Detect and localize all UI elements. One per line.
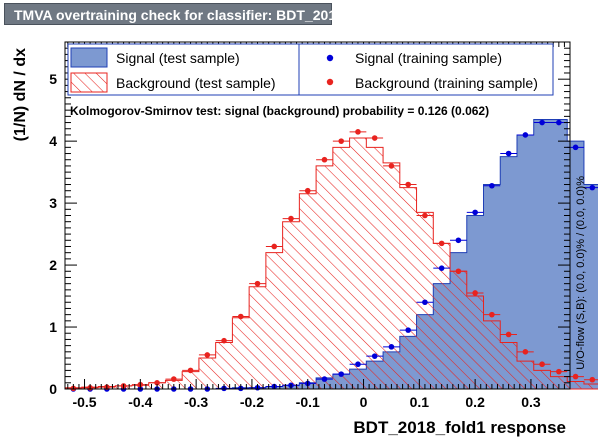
background-train-point: [187, 367, 194, 374]
legend-swatch-background-test: [70, 72, 108, 93]
background-train-point: [288, 215, 294, 222]
x-tick-label: 0.1: [410, 394, 430, 410]
background-train-point: [489, 311, 495, 318]
background-train-point: [171, 376, 177, 382]
signal-train-point: [422, 299, 428, 306]
y-axis-label: (1/N) dN / dx: [12, 48, 29, 141]
axes: -0.5 -0.4 -0.3 -0.2 -0.1 0 0.1 0.2 0.3 0 1 2 3 4 5: [49, 42, 570, 410]
signal-train-point: [355, 361, 361, 368]
signal-train-point: [572, 144, 579, 151]
legend-box-right: [298, 43, 554, 96]
x-tick-label: 0.2: [465, 394, 485, 410]
x-tick-label: -0.3: [184, 394, 208, 410]
signal-train-point: [522, 132, 529, 138]
legend: Signal (test sample) Background (test sa…: [67, 43, 554, 96]
legend-swatch-signal-test: [70, 47, 108, 68]
legend-label-background-train: Background (training sample): [355, 75, 538, 91]
title-bar: TMVA overtraining check for classifier: …: [4, 3, 385, 25]
signal-train-point: [438, 265, 445, 271]
background-train-point: [237, 313, 244, 320]
y-tick-label: 2: [49, 257, 57, 273]
background-train-point: [522, 349, 529, 355]
x-tick-label: -0.2: [240, 394, 264, 410]
legend-label-background-test: Background (test sample): [116, 75, 276, 91]
x-tick-label: -0.1: [296, 394, 320, 410]
legend-marker-signal-train: [326, 54, 334, 62]
y-tick-label: 0: [49, 381, 57, 397]
background-train-point: [271, 243, 278, 250]
x-axis-label: BDT_2018_fold1 response: [353, 418, 566, 437]
y-tick-label: 3: [49, 195, 57, 211]
legend-label-signal-test: Signal (test sample): [116, 50, 240, 66]
legend-marker-background-train: [326, 78, 334, 86]
signal-train-point: [539, 119, 545, 126]
background-train-point: [539, 361, 545, 368]
signal-train-point: [388, 344, 395, 350]
background-train-point: [371, 135, 378, 141]
signal-train-point: [455, 237, 462, 244]
background-test-area: [64, 137, 598, 390]
background-train-point: [254, 280, 261, 287]
background-train-point: [154, 380, 160, 386]
background-train-point: [505, 331, 512, 338]
signal-train-point: [489, 182, 495, 189]
background-train-point: [355, 129, 361, 135]
background-train-point: [338, 138, 345, 144]
background-train-point: [221, 337, 227, 344]
background-train-point: [388, 163, 395, 169]
x-tick-label: -0.4: [128, 394, 152, 410]
background-test-histogram: [64, 137, 598, 390]
background-train-point: [422, 212, 428, 219]
y-tick-label: 5: [49, 71, 57, 87]
window-title: TMVA overtraining check for classifier: …: [14, 7, 386, 23]
background-train-point: [304, 187, 311, 194]
signal-train-point: [589, 184, 596, 191]
background-train-point: [472, 290, 478, 296]
background-train-point: [204, 352, 211, 358]
background-train-point: [438, 240, 445, 247]
overflow-label: U/O-flow (S,B): (0.0, 0.0)% / (0.0, 0.0)…: [575, 176, 587, 370]
background-train-point: [556, 368, 562, 375]
background-train-point: [321, 156, 328, 163]
background-train-point: [455, 268, 462, 275]
x-tick-label: -0.5: [72, 394, 96, 410]
ks-annotation: Kolmogorov-Smirnov test: signal (backgro…: [70, 104, 489, 118]
signal-train-point: [505, 150, 512, 157]
signal-train-point: [556, 119, 562, 126]
signal-train-point: [338, 371, 345, 377]
signal-train-point: [472, 209, 478, 216]
signal-train-point: [371, 353, 378, 359]
background-train-point: [405, 181, 411, 188]
x-tick-label: 0: [360, 394, 368, 410]
y-tick-label: 4: [49, 133, 57, 149]
background-train-point: [572, 373, 579, 380]
y-tick-label: 1: [49, 319, 57, 335]
signal-train-point: [405, 327, 411, 333]
signal-train-point: [321, 376, 328, 382]
background-train-point: [589, 376, 596, 383]
legend-label-signal-train: Signal (training sample): [355, 50, 502, 66]
x-tick-label: 0.3: [521, 394, 541, 410]
